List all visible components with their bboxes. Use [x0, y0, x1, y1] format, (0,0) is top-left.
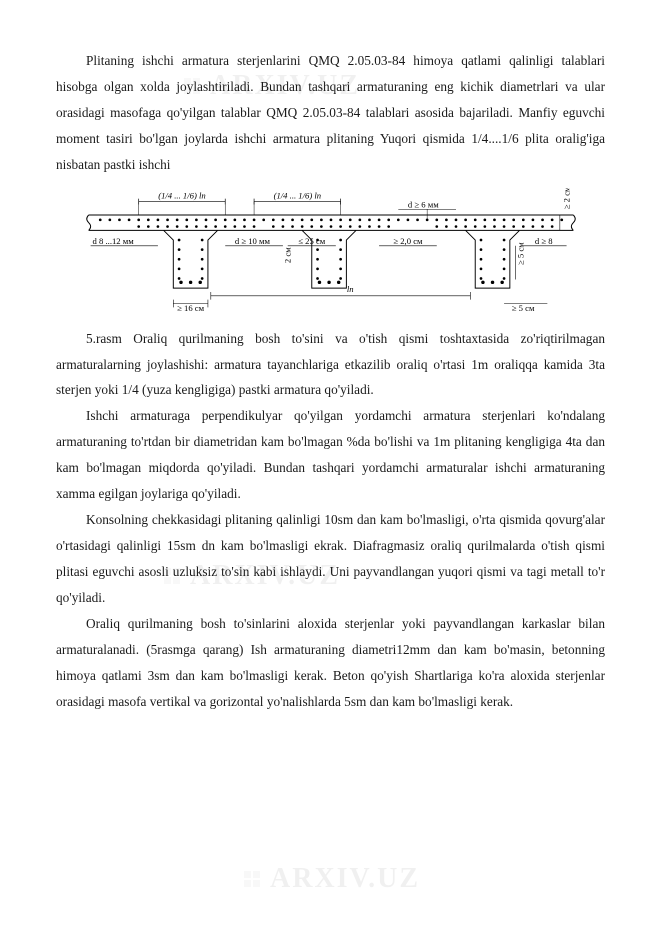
svg-text:≥ 5 см: ≥ 5 см — [515, 241, 525, 264]
svg-text:≥ 5 см: ≥ 5 см — [511, 303, 534, 313]
beam-diagram-svg: (1/4 ... 1/6) ln (1/4 ... 1/6) ln d ≥ 6 мм… — [81, 188, 581, 318]
paragraph-1: Plitaning ishchi armatura sterjenlarini … — [56, 48, 605, 178]
figure-beam-section: (1/4 ... 1/6) ln (1/4 ... 1/6) ln d ≥ 6 мм… — [56, 188, 605, 318]
paragraph-3: Ishchi armaturaga perpendikulyar qo'yilg… — [56, 403, 605, 507]
svg-text:d 8 ...12 мм: d 8 ...12 мм — [92, 235, 134, 245]
watermark: ARXIV.UZ — [240, 863, 420, 895]
paragraph-5: Oraliq qurilmaning bosh to'sinlarini alo… — [56, 611, 605, 715]
svg-text:d ≥ 8: d ≥ 8 — [534, 235, 552, 245]
svg-text:d ≥ 10 мм: d ≥ 10 мм — [234, 235, 270, 245]
svg-text:2 см: 2 см — [282, 246, 292, 262]
svg-text:d ≥ 6 мм: d ≥ 6 мм — [407, 199, 438, 209]
paragraph-2: 5.rasm Oraliq qurilmaning bosh to'sini v… — [56, 326, 605, 404]
watermark-text: ARXIV.UZ — [270, 863, 420, 895]
paragraph-4: Konsolning chekkasidagi plitaning qalinl… — [56, 507, 605, 611]
svg-text:≥ 16 см: ≥ 16 см — [177, 303, 205, 313]
svg-text:≥ 2,0 см: ≥ 2,0 см — [393, 235, 423, 245]
svg-text:≤ 25 см: ≤ 25 см — [298, 235, 326, 245]
svg-text:(1/4 ... 1/6) ln: (1/4 ... 1/6) ln — [273, 190, 321, 200]
svg-text:ln: ln — [346, 284, 353, 294]
watermark-icon — [240, 867, 264, 891]
svg-text:≥ 2 см: ≥ 2 см — [561, 188, 571, 209]
svg-text:(1/4 ... 1/6) ln: (1/4 ... 1/6) ln — [158, 190, 206, 200]
